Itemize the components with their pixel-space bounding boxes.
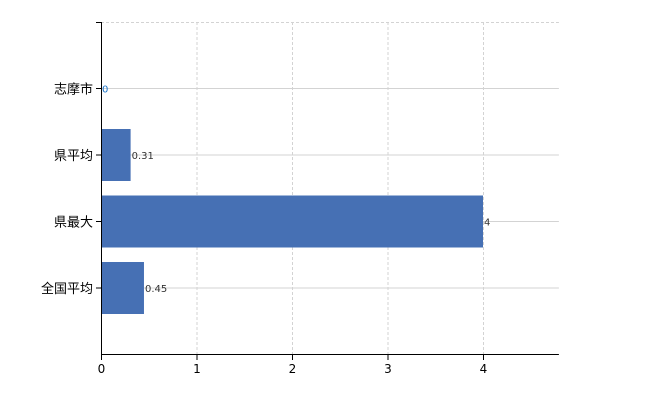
bars [101,129,483,314]
y-tick-label: 県最大 [54,216,93,231]
bar [101,129,131,181]
y-tick-label: 志摩市 [54,82,93,98]
x-tick-label: 0 [98,362,106,376]
y-tick-label: 県平均 [54,149,93,164]
x-tick-label: 1 [193,362,201,376]
data-label: 0 [102,85,108,96]
x-tick-label: 2 [289,362,297,376]
data-label: 0.45 [145,284,167,295]
data-label: 4 [484,218,490,229]
x-tick-label: 4 [480,362,488,376]
data-label: 0.31 [132,151,154,162]
axes [96,22,559,360]
grid [101,22,559,354]
y-tick-label: 全国平均 [41,281,93,297]
x-tick-label: 3 [384,362,392,376]
bar [101,195,483,248]
bar [101,262,144,314]
